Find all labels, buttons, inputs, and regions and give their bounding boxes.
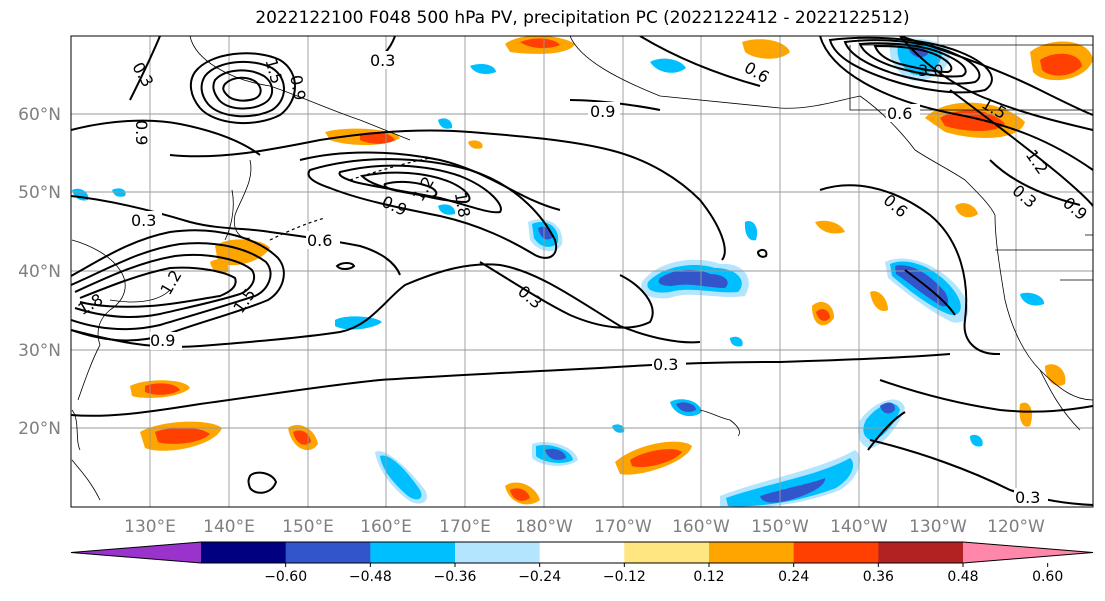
precip-blob [816, 309, 830, 321]
precip-blob [940, 110, 1005, 131]
precip-blob [1040, 53, 1082, 76]
lon-label: 130°W [909, 517, 967, 537]
precip-blob [742, 39, 790, 59]
colorbar-segment [793, 542, 879, 563]
precip-blob [155, 427, 210, 444]
precip-blob [380, 455, 422, 500]
precip-blob [730, 336, 743, 347]
contour-label: 1.8 [451, 191, 474, 219]
precip-blob [895, 265, 949, 307]
lon-label: 180°W [515, 517, 573, 537]
precip-blob [744, 220, 758, 241]
lon-axis: 130°E 140°E 150°E 160°E 170°E 180°W 170°… [124, 517, 1045, 537]
colorbar-label: −0.24 [518, 569, 561, 585]
contour-label: 0.9 [286, 74, 309, 102]
precip-blob [1045, 364, 1066, 386]
map-frame [70, 35, 1094, 508]
contour-label: 0.3 [1015, 488, 1040, 507]
colorbar-segment [878, 542, 964, 563]
colorbar-segment [455, 542, 541, 563]
precip-blob [970, 434, 983, 447]
precip-blob [760, 478, 826, 503]
lon-label: 160°E [360, 517, 412, 537]
graticule [71, 36, 1093, 507]
lon-label: 140°E [203, 517, 255, 537]
colorbar-label: 0.36 [863, 569, 894, 585]
colorbar-label: 0.48 [947, 569, 978, 585]
colorbar-segment [201, 542, 287, 563]
colorbar-label: 0.24 [778, 569, 809, 585]
lon-label: 150°E [282, 517, 334, 537]
lon-label: 170°E [439, 517, 491, 537]
contour-label: 0.3 [653, 355, 678, 374]
colorbar-extend-low [71, 542, 201, 563]
colorbar-segment [285, 542, 371, 563]
precip-blob [870, 291, 888, 312]
precip-blob [468, 140, 483, 149]
colorbar-label: −0.60 [264, 569, 307, 585]
lat-label: 20°N [18, 419, 61, 439]
precip-blob [293, 430, 311, 445]
lon-label: 170°W [594, 517, 652, 537]
precip-blob [650, 58, 686, 73]
colorbar-segment [539, 542, 625, 563]
colorbar-label: −0.36 [434, 569, 477, 585]
precip-blob [438, 118, 453, 129]
precip-blob [612, 424, 625, 433]
lon-label: 120°W [987, 517, 1045, 537]
contour-label: 0.9 [132, 120, 151, 145]
precip-blob [658, 269, 728, 288]
colorbar-outline [70, 541, 1094, 564]
precip-positive-shading [130, 36, 1093, 505]
lat-axis: 60°N 50°N 40°N 30°N 20°N [18, 105, 61, 439]
colorbar: −0.60 −0.48 −0.36 −0.24 −0.12 0.12 0.24 0.36 0.4… [70, 541, 1094, 585]
precip-blob [520, 38, 560, 49]
boundary-dashed [269, 217, 326, 241]
contour-label: 3.0 [918, 61, 943, 80]
precip-blob [112, 188, 126, 197]
precip-blob [470, 64, 496, 74]
precip-blob [955, 203, 978, 218]
precip-blob [815, 220, 845, 234]
pv-contours [71, 36, 1093, 506]
lon-label: 140°W [830, 517, 888, 537]
precip-blob [510, 488, 530, 501]
contour-label: 0.3 [131, 211, 156, 230]
lat-label: 50°N [18, 183, 61, 203]
contour-label: 0.9 [150, 331, 175, 350]
colorbar-label: −0.12 [603, 569, 646, 585]
precip-negative-shading [72, 38, 1045, 507]
precip-blob [1020, 292, 1045, 306]
contour-label: 0.6 [887, 104, 912, 123]
colorbar-extend-high [963, 542, 1093, 563]
lon-label: 130°E [124, 517, 176, 537]
precip-blob [145, 383, 180, 395]
colorbar-label: −0.48 [349, 569, 392, 585]
colorbar-segment [624, 542, 710, 563]
precip-blob [676, 402, 696, 412]
contour-label: 0.6 [307, 231, 332, 250]
lat-label: 40°N [18, 262, 61, 282]
precip-blob [545, 448, 566, 460]
precip-blob [438, 204, 456, 215]
precip-blob [726, 458, 854, 507]
contour-label: 0.3 [370, 51, 395, 70]
map-title: 2022122100 F048 500 hPa PV, precipitatio… [255, 8, 910, 28]
precip-blob [335, 316, 382, 330]
colorbar-segment [370, 542, 456, 563]
lon-label: 160°W [672, 517, 730, 537]
lat-label: 30°N [18, 341, 61, 361]
colorbar-label: 0.60 [1032, 569, 1063, 585]
lon-label: 150°W [751, 517, 809, 537]
lat-label: 60°N [18, 105, 61, 125]
precip-blob [880, 402, 896, 414]
contour-label: 0.9 [590, 102, 615, 121]
colorbar-segment [709, 542, 795, 563]
precip-blob [630, 449, 682, 468]
precip-blob [1019, 402, 1032, 427]
colorbar-label: 0.12 [693, 569, 724, 585]
